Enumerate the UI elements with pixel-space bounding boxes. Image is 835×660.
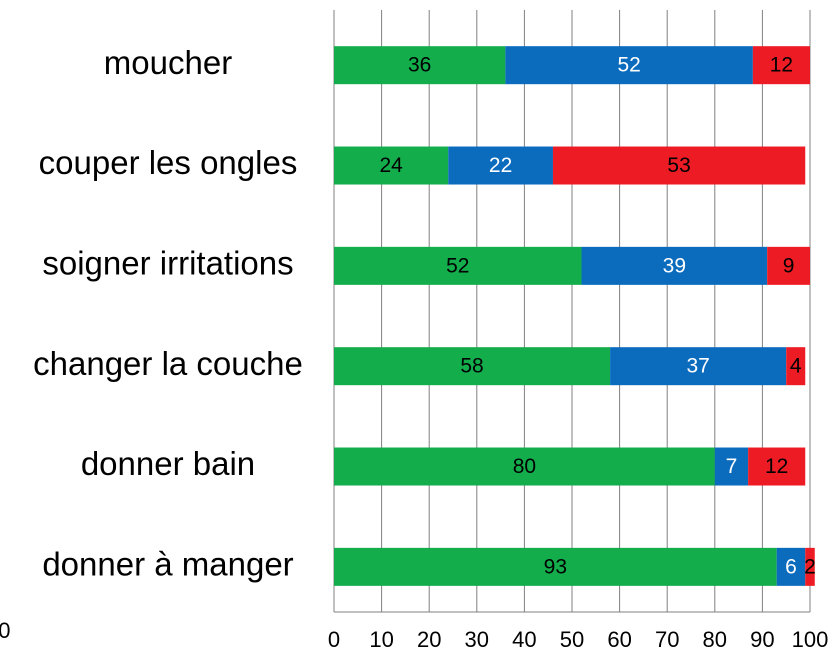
data-label: 52 <box>617 54 640 77</box>
category-label: donner bain <box>81 445 255 482</box>
x-tick-label: 0 <box>328 627 340 652</box>
x-tick-label: 90 <box>750 627 774 652</box>
data-label: 7 <box>726 455 738 478</box>
bar-segment <box>552 146 806 185</box>
category-label: changer la couche <box>33 345 303 382</box>
data-label: 39 <box>663 254 686 277</box>
data-label: 53 <box>667 154 690 177</box>
data-label: 4 <box>790 355 802 378</box>
bar-segment <box>334 347 611 386</box>
bar-segment <box>767 246 810 285</box>
bar-segment <box>752 46 810 85</box>
x-tick-label: 40 <box>512 627 536 652</box>
data-label: 36 <box>408 54 431 77</box>
data-label: 24 <box>379 154 403 177</box>
bar-segment <box>334 46 506 85</box>
bar-segment <box>334 547 777 586</box>
x-tick-label: 70 <box>655 627 679 652</box>
corner-text: 00 <box>0 618 10 643</box>
data-label: 12 <box>765 455 788 478</box>
data-label: 2 <box>804 555 816 578</box>
data-label: 80 <box>513 455 536 478</box>
bar-segment <box>334 447 715 486</box>
bar-segment <box>776 547 806 586</box>
bar-segment <box>610 347 787 386</box>
category-label: soigner irritations <box>42 245 293 282</box>
data-label: 22 <box>489 154 512 177</box>
bar-segment <box>805 547 815 586</box>
data-label: 58 <box>460 355 483 378</box>
data-label: 52 <box>446 254 469 277</box>
x-tick-label: 50 <box>560 627 584 652</box>
bar-segment <box>748 447 806 486</box>
bar-segment <box>505 46 753 85</box>
category-label: donner à manger <box>42 546 293 583</box>
data-label: 9 <box>783 254 795 277</box>
bar-segment <box>334 246 582 285</box>
x-tick-label: 30 <box>465 627 489 652</box>
bar-segment <box>581 246 768 285</box>
x-tick-label: 80 <box>703 627 727 652</box>
x-tick-label: 100 <box>792 627 829 652</box>
x-tick-label: 10 <box>369 627 393 652</box>
bar-segment <box>448 146 553 185</box>
data-label: 6 <box>785 555 797 578</box>
x-tick-label: 60 <box>607 627 631 652</box>
category-label: couper les ongles <box>39 144 298 181</box>
data-label: 12 <box>770 54 793 77</box>
x-tick-label: 20 <box>417 627 441 652</box>
bar-segment <box>714 447 749 486</box>
data-label: 37 <box>686 355 709 378</box>
data-label: 93 <box>544 555 567 578</box>
bar-segment <box>334 146 449 185</box>
category-label: moucher <box>104 44 232 81</box>
bar-segment <box>786 347 806 386</box>
